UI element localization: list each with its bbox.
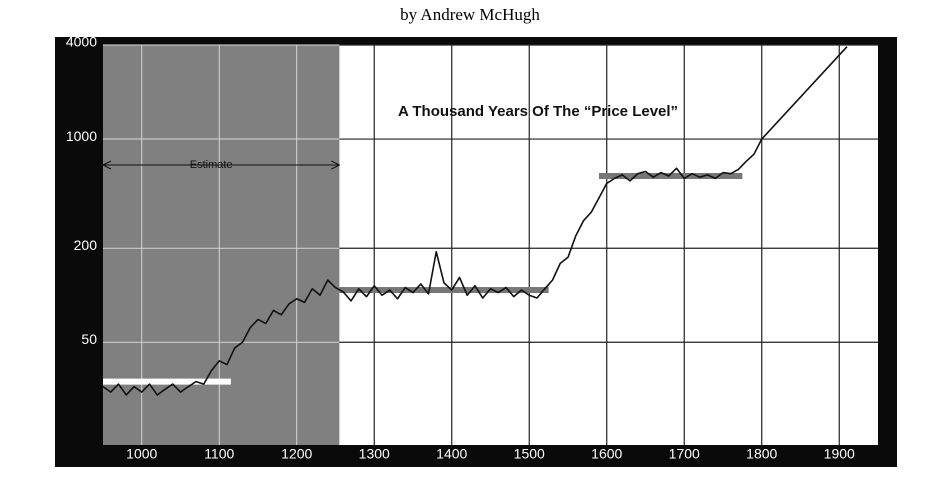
estimate-region [103,45,340,445]
arrow-head [101,160,112,170]
x-tick-label: 1800 [746,446,777,462]
arrow-head [331,160,341,170]
y-tick-label: 1000 [66,128,97,144]
x-tick-label: 1200 [281,446,312,462]
x-tick-label: 1100 [204,446,234,462]
y-tick-label: 200 [74,237,98,253]
level-bar [103,378,231,385]
chart-title: by Andrew McHugh [400,5,540,24]
x-tick-label: 1900 [824,446,855,462]
x-tick-label: 1700 [669,446,700,462]
x-tick-label: 1000 [126,446,157,462]
x-tick-label: 1300 [359,446,390,462]
level-bar [599,173,743,180]
x-tick-label: 1600 [591,446,622,462]
level-bar [339,287,549,294]
x-tick-label: 1400 [436,446,467,462]
annotation: A Thousand Years Of The “Price Level” [398,103,678,120]
x-tick-label: 1500 [514,446,545,462]
y-tick-label: 50 [81,331,97,347]
estimate-label: Estimate [190,159,233,171]
price-line [102,46,848,396]
y-tick-label: 4000 [66,34,97,50]
